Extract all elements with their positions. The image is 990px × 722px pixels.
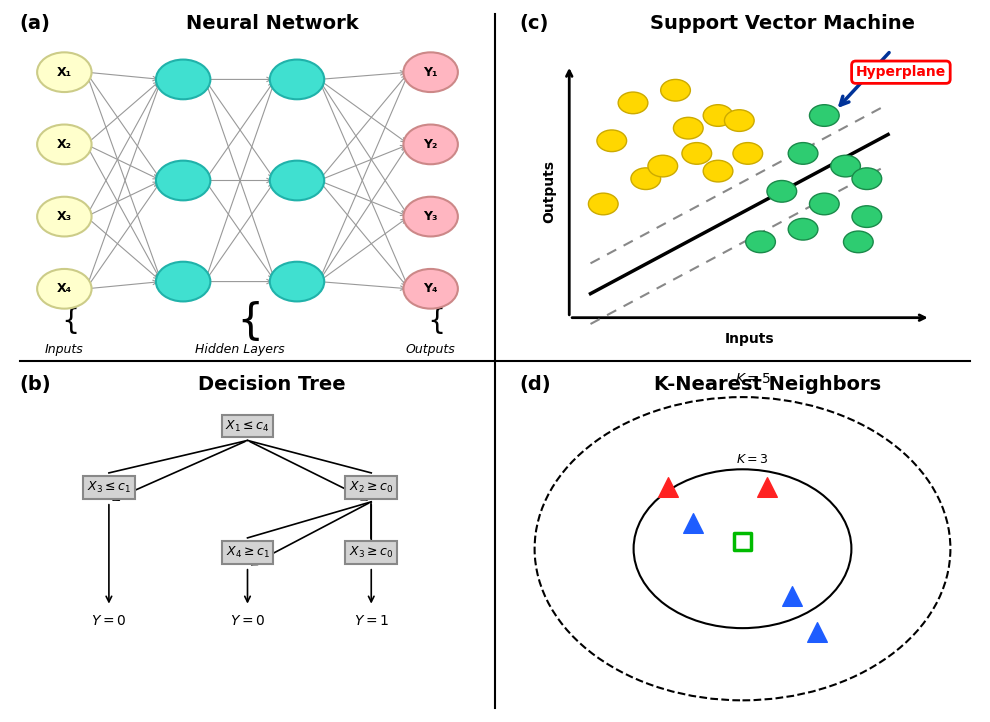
Text: Y₂: Y₂ [424, 138, 438, 151]
Text: (d): (d) [520, 375, 551, 394]
Point [809, 626, 825, 638]
Circle shape [404, 124, 457, 165]
Circle shape [269, 261, 325, 302]
Circle shape [618, 92, 647, 114]
Circle shape [597, 130, 627, 152]
Circle shape [38, 124, 92, 165]
Circle shape [660, 79, 690, 101]
Text: }: } [55, 304, 73, 331]
Circle shape [404, 269, 457, 309]
Circle shape [831, 155, 860, 177]
Circle shape [588, 193, 618, 215]
Text: X₂: X₂ [56, 138, 72, 151]
Text: $K = 3$: $K = 3$ [737, 453, 768, 466]
Text: }: } [227, 297, 253, 339]
Text: (a): (a) [20, 14, 50, 33]
Circle shape [843, 231, 873, 253]
Point [685, 518, 701, 529]
Circle shape [767, 180, 797, 202]
Circle shape [647, 155, 677, 177]
Text: $X_2 \geq c_0$: $X_2 \geq c_0$ [349, 480, 393, 495]
Circle shape [852, 206, 882, 227]
Text: (b): (b) [20, 375, 51, 394]
Text: K-Nearest Neighbors: K-Nearest Neighbors [653, 375, 881, 394]
Circle shape [682, 142, 712, 165]
Point [660, 482, 676, 493]
Text: }: } [422, 304, 440, 331]
Circle shape [38, 196, 92, 237]
Text: $Y = 1$: $Y = 1$ [353, 614, 389, 628]
Text: Y₁: Y₁ [424, 66, 438, 79]
Point [759, 482, 775, 493]
Text: Inputs: Inputs [725, 332, 775, 347]
Point [784, 590, 800, 601]
Text: Inputs: Inputs [45, 343, 84, 356]
Circle shape [156, 160, 210, 200]
Circle shape [703, 105, 733, 126]
Circle shape [788, 142, 818, 165]
Circle shape [404, 196, 457, 237]
Circle shape [38, 53, 92, 92]
Text: $X_3 \leq c_1$: $X_3 \leq c_1$ [87, 480, 131, 495]
Circle shape [156, 261, 210, 302]
Circle shape [733, 142, 762, 165]
Text: $Y = 0$: $Y = 0$ [91, 614, 127, 628]
Circle shape [810, 193, 840, 215]
Circle shape [852, 168, 882, 190]
Circle shape [156, 60, 210, 100]
Text: $X_4 \geq c_1$: $X_4 \geq c_1$ [226, 545, 269, 560]
Circle shape [269, 60, 325, 100]
Text: Support Vector Machine: Support Vector Machine [649, 14, 915, 33]
Text: Outputs: Outputs [406, 343, 455, 356]
Circle shape [631, 168, 660, 190]
Circle shape [788, 218, 818, 240]
Text: Hidden Layers: Hidden Layers [195, 343, 285, 356]
Circle shape [810, 105, 840, 126]
Text: $X_1 \leq c_4$: $X_1 \leq c_4$ [226, 419, 269, 433]
Text: X₄: X₄ [56, 282, 72, 295]
Circle shape [673, 117, 703, 139]
Text: Neural Network: Neural Network [186, 14, 358, 33]
Text: $X_3 \geq c_0$: $X_3 \geq c_0$ [349, 545, 393, 560]
Circle shape [269, 160, 325, 200]
Circle shape [725, 110, 754, 131]
Text: (c): (c) [520, 14, 549, 33]
Circle shape [404, 53, 457, 92]
Text: Decision Tree: Decision Tree [198, 375, 346, 394]
Text: Outputs: Outputs [543, 160, 556, 223]
Text: $K = 5$: $K = 5$ [735, 373, 770, 386]
Text: X₁: X₁ [56, 66, 72, 79]
Circle shape [703, 160, 733, 182]
Point [735, 536, 750, 547]
Text: Y₄: Y₄ [424, 282, 438, 295]
Text: Y₃: Y₃ [424, 210, 438, 223]
Circle shape [38, 269, 92, 309]
Text: X₃: X₃ [56, 210, 72, 223]
Circle shape [745, 231, 775, 253]
Text: $Y = 0$: $Y = 0$ [230, 614, 265, 628]
Text: Hyperplane: Hyperplane [855, 65, 946, 79]
